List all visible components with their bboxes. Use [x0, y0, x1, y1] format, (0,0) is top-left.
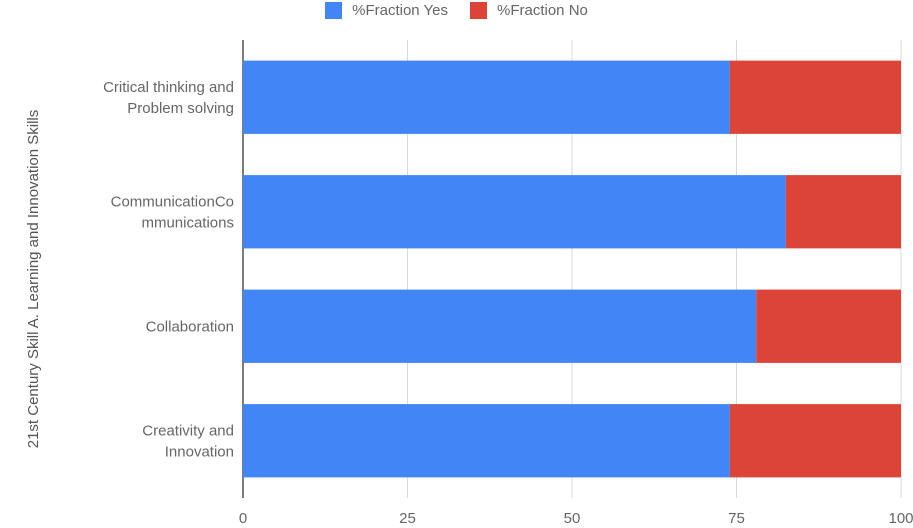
bars: [243, 60, 901, 478]
category-label: Collaboration: [146, 318, 234, 335]
bar-no: [785, 175, 901, 249]
category-label: Creativity and: [142, 422, 234, 439]
category-label: Critical thinking and: [103, 79, 234, 96]
x-tick-label: 75: [728, 510, 745, 527]
legend-swatch-no: [470, 2, 487, 19]
legend-item-no[interactable]: %Fraction No: [470, 2, 588, 19]
legend-swatch-yes: [325, 2, 343, 19]
bar-yes: [243, 60, 730, 134]
category-label: Problem solving: [127, 100, 234, 117]
x-tick-label: 100: [888, 510, 913, 527]
legend-label-no: %Fraction No: [497, 2, 588, 19]
x-tick-label: 50: [564, 510, 581, 527]
legend-item-yes[interactable]: %Fraction Yes: [325, 2, 448, 19]
bar-no: [756, 289, 901, 363]
bar-yes: [243, 175, 786, 249]
bar-no: [729, 60, 901, 134]
legend-label-yes: %Fraction Yes: [352, 2, 448, 19]
x-tick-labels: 0 25 50 75 100: [239, 510, 913, 527]
category-label: Innovation: [165, 443, 234, 460]
x-tick-label: 25: [399, 510, 416, 527]
category-labels: Critical thinking and Problem solving Comm…: [103, 79, 234, 461]
y-axis-title: 21st Century Skill A. Learning and Innov…: [25, 110, 42, 449]
legend: %Fraction Yes %Fraction No: [0, 2, 913, 19]
category-label: CommunicationCo: [111, 193, 234, 210]
category-label: mmunications: [141, 214, 234, 231]
x-tick-label: 0: [239, 510, 247, 527]
bar-no: [729, 404, 901, 478]
bar-yes: [243, 404, 730, 478]
bar-yes: [243, 289, 757, 363]
